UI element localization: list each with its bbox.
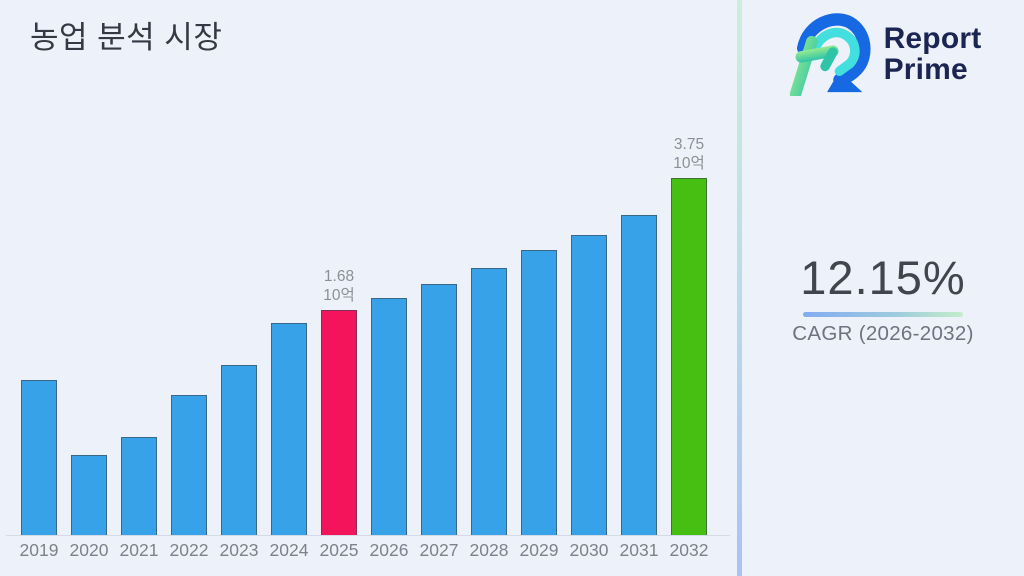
x-tick-2029: 2029: [519, 540, 559, 560]
bar-2031: [621, 215, 657, 535]
bar-2027: [421, 284, 457, 535]
data-label-2032: 3.75 10억: [673, 136, 705, 172]
cagr-underline: [803, 312, 963, 317]
x-tick-2019: 2019: [19, 540, 59, 560]
bar-2019: [21, 380, 57, 535]
x-tick-2024: 2024: [269, 540, 309, 560]
bar-2030: [571, 235, 607, 535]
x-tick-2030: 2030: [569, 540, 609, 560]
bar-2029: [521, 250, 557, 535]
x-tick-2025: 2025: [319, 540, 359, 560]
bar-2021: [121, 437, 157, 535]
market-bar-chart: 2019 2020 2021 2022 2023 2024 2025 2026 2027 2028…: [6, 136, 730, 560]
x-tick-2027: 2027: [419, 540, 459, 560]
bar-2026: [371, 298, 407, 535]
x-tick-2022: 2022: [169, 540, 209, 560]
bar-2024: [271, 323, 307, 535]
report-prime-logo-text: Report Prime: [884, 23, 982, 85]
bar-2025: [321, 310, 357, 535]
x-tick-2020: 2020: [69, 540, 109, 560]
x-tick-2032: 2032: [669, 540, 709, 560]
bar-2028: [471, 268, 507, 535]
report-prime-logo: Report Prime: [742, 12, 1024, 96]
logo-word-prime: Prime: [883, 53, 968, 86]
cagr-value: 12.15%: [800, 251, 966, 304]
right-panel: Report Prime 12.15% CAGR (2026-2032): [742, 0, 1024, 576]
x-tick-2026: 2026: [369, 540, 409, 560]
x-tick-2028: 2028: [469, 540, 509, 560]
x-tick-2023: 2023: [219, 540, 259, 560]
logo-word-report: Report: [883, 22, 982, 55]
x-axis-baseline: [6, 535, 730, 536]
x-tick-2031: 2031: [619, 540, 659, 560]
data-label-2025: 1.68 10억: [323, 268, 355, 304]
bar-2023: [221, 365, 257, 535]
bar-2022: [171, 395, 207, 535]
bar-2032: [671, 178, 707, 535]
bar-2020: [71, 455, 107, 535]
panel-divider: [737, 0, 742, 576]
page-title: 농업 분석 시장: [30, 20, 223, 55]
x-tick-2021: 2021: [119, 540, 159, 560]
cagr-caption: CAGR (2026-2032): [792, 321, 974, 345]
report-prime-logo-icon: [789, 13, 871, 96]
cagr-block: 12.15% CAGR (2026-2032): [742, 250, 1024, 346]
